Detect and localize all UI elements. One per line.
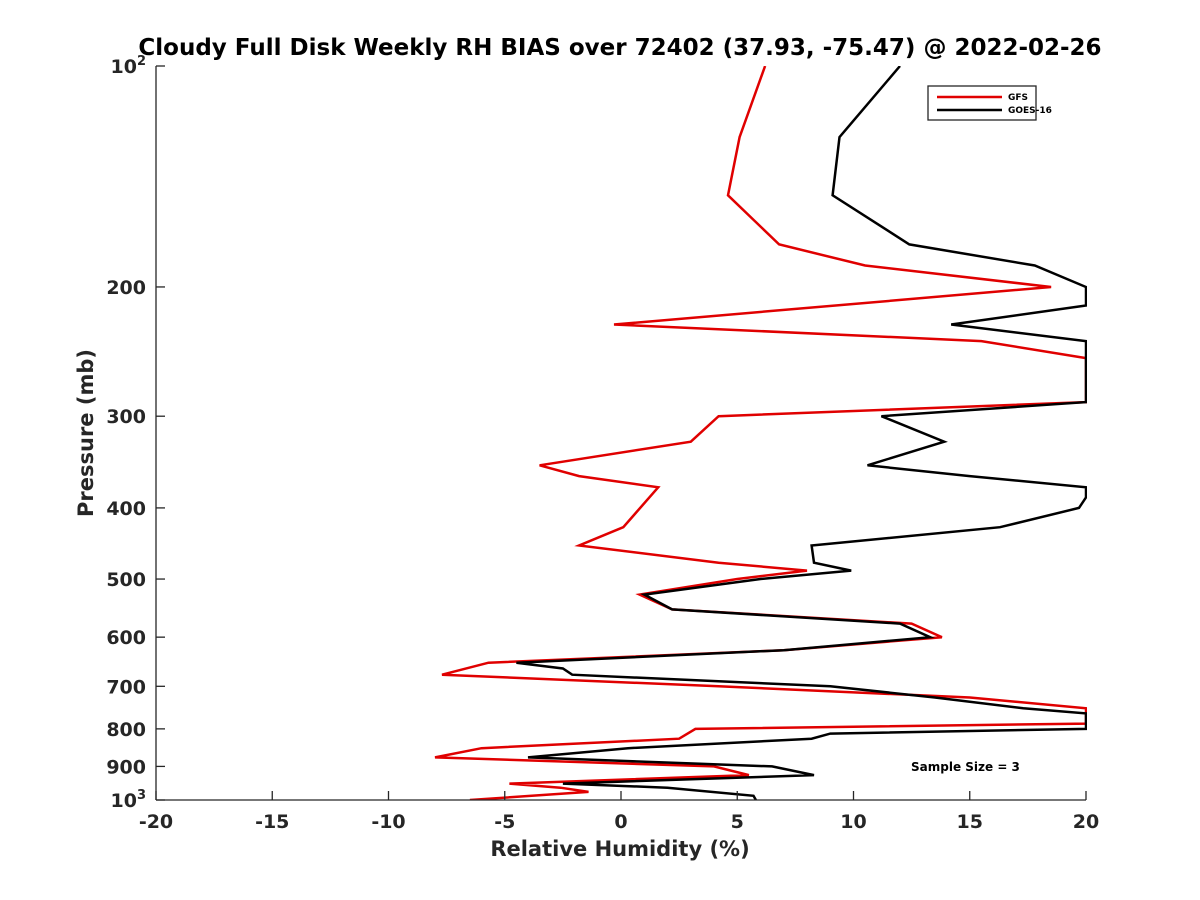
y-tick-label: 103 (111, 788, 147, 812)
y-tick-label: 102 (111, 54, 147, 78)
y-tick-label: 600 (106, 627, 146, 649)
x-axis-label: Relative Humidity (%) (490, 837, 749, 861)
y-tick-label: 200 (106, 277, 146, 299)
x-tick-label: -15 (255, 811, 289, 833)
y-tick-label: 800 (106, 719, 146, 741)
x-tick-label: 0 (614, 811, 627, 833)
series-line-gfs (434, 66, 1087, 800)
x-tick-label: 5 (731, 811, 744, 833)
x-tick-label: 20 (1073, 811, 1099, 833)
series-line-goes16 (516, 66, 1087, 800)
legend-box (927, 85, 1037, 121)
y-tick-label: 300 (106, 406, 146, 428)
legend-label-goes16: GOES-16 (1008, 106, 1052, 116)
x-tick-label: -5 (494, 811, 515, 833)
x-tick-label: -10 (371, 811, 405, 833)
y-axis-label: Pressure (mb) (74, 349, 98, 517)
y-tick-label: 900 (106, 756, 146, 778)
legend-label-gfs: GFS (1008, 93, 1028, 103)
y-tick-label: 500 (106, 569, 146, 591)
x-tick-label: 15 (957, 811, 983, 833)
series-group (434, 66, 1087, 800)
y-tick-label: 400 (106, 498, 146, 520)
y-tick-label: 700 (106, 676, 146, 698)
chart-title: Cloudy Full Disk Weekly RH BIAS over 724… (138, 35, 1101, 61)
sample-size-annotation: Sample Size = 3 (911, 760, 1020, 774)
x-tick-label: 10 (840, 811, 866, 833)
legend: GFS GOES-16 (927, 85, 1052, 121)
plot-area: -20 -15 -10 -5 0 5 10 15 20 102 200 300 400 500 600 700… (106, 54, 1099, 833)
x-tick-label: -20 (139, 811, 173, 833)
